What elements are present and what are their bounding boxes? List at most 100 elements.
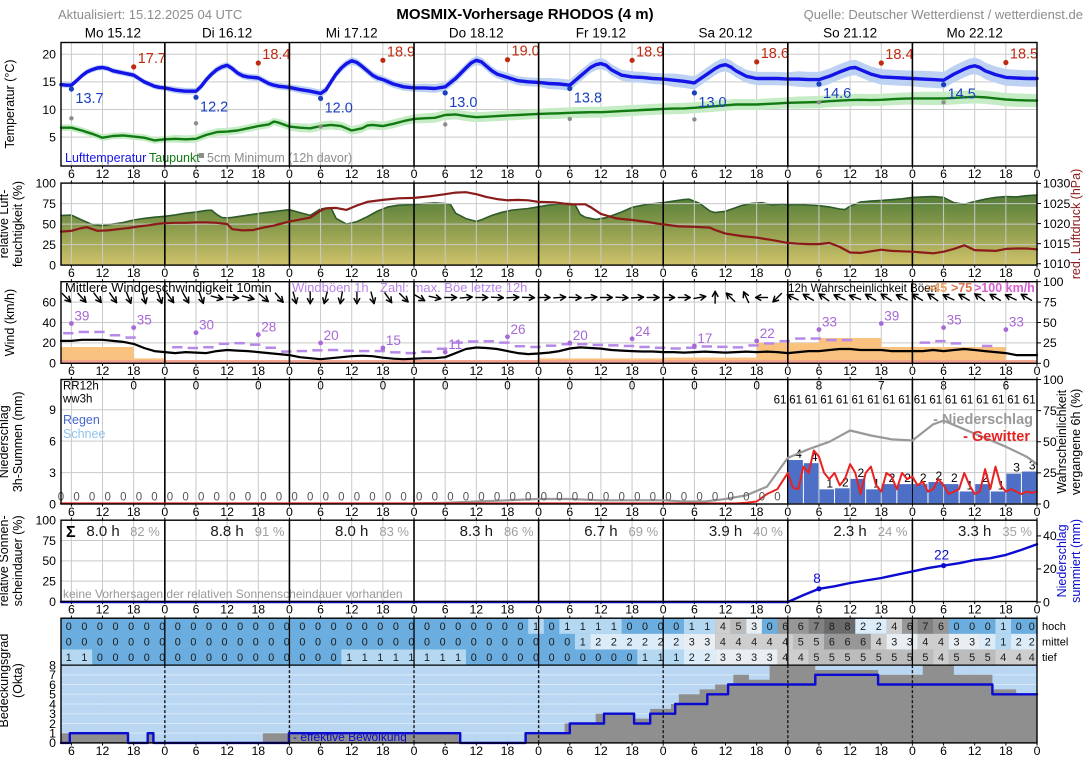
svg-text:8.3 h: 8.3 h xyxy=(460,523,493,540)
svg-text:3.3 h: 3.3 h xyxy=(958,523,991,540)
svg-text:0: 0 xyxy=(286,364,293,378)
svg-text:Sa 20.12: Sa 20.12 xyxy=(698,26,752,41)
svg-text:Schnee: Schnee xyxy=(63,427,105,441)
svg-text:0: 0 xyxy=(315,621,321,633)
svg-text:18: 18 xyxy=(999,266,1013,280)
svg-text:18: 18 xyxy=(376,744,390,758)
svg-text:2: 2 xyxy=(626,637,632,649)
svg-text:4: 4 xyxy=(782,652,788,664)
svg-text:0: 0 xyxy=(161,364,168,378)
svg-text:39: 39 xyxy=(884,309,899,324)
svg-text:0: 0 xyxy=(286,266,293,280)
svg-text:0: 0 xyxy=(81,637,87,649)
svg-text:6: 6 xyxy=(193,603,200,617)
svg-text:6: 6 xyxy=(940,167,947,181)
svg-text:>45: >45 xyxy=(926,281,947,295)
svg-text:13.0: 13.0 xyxy=(449,95,477,111)
svg-text:6: 6 xyxy=(68,266,75,280)
svg-text:0: 0 xyxy=(245,492,251,504)
svg-text:12: 12 xyxy=(220,603,234,617)
svg-text:18: 18 xyxy=(625,744,639,758)
svg-text:12: 12 xyxy=(345,167,359,181)
svg-text:0: 0 xyxy=(673,621,679,633)
svg-text:50: 50 xyxy=(42,554,56,568)
svg-text:0: 0 xyxy=(206,652,212,664)
svg-text:18.4: 18.4 xyxy=(262,47,290,63)
svg-text:0: 0 xyxy=(286,744,293,758)
svg-text:5: 5 xyxy=(985,652,991,664)
svg-text:8.8 h: 8.8 h xyxy=(210,523,243,540)
svg-text:3: 3 xyxy=(907,637,913,649)
svg-text:4: 4 xyxy=(782,637,788,649)
svg-text:0: 0 xyxy=(175,652,181,664)
svg-text:0: 0 xyxy=(442,381,448,393)
svg-text:0: 0 xyxy=(317,381,323,393)
svg-text:18.5: 18.5 xyxy=(1010,47,1038,63)
svg-text:0: 0 xyxy=(549,621,555,633)
svg-text:mittel: mittel xyxy=(1042,637,1068,649)
svg-text:1: 1 xyxy=(873,476,880,490)
svg-text:18: 18 xyxy=(501,266,515,280)
svg-text:0: 0 xyxy=(424,621,430,633)
svg-text:6: 6 xyxy=(798,621,804,633)
svg-text:18: 18 xyxy=(750,364,764,378)
svg-text:5: 5 xyxy=(922,652,928,664)
svg-text:18: 18 xyxy=(127,364,141,378)
svg-text:69 %: 69 % xyxy=(629,524,659,539)
svg-text:61: 61 xyxy=(1007,395,1020,407)
svg-text:0: 0 xyxy=(535,266,542,280)
svg-text:13.8: 13.8 xyxy=(574,91,602,107)
svg-text:2.3 h: 2.3 h xyxy=(833,523,866,540)
svg-text:6: 6 xyxy=(317,167,324,181)
svg-text:12: 12 xyxy=(968,266,982,280)
svg-text:0: 0 xyxy=(660,364,667,378)
svg-text:0: 0 xyxy=(549,652,555,664)
svg-text:18: 18 xyxy=(874,364,888,378)
svg-text:12: 12 xyxy=(719,167,733,181)
svg-text:6: 6 xyxy=(816,744,823,758)
svg-text:18: 18 xyxy=(625,505,639,519)
svg-text:30: 30 xyxy=(199,318,214,333)
svg-text:1: 1 xyxy=(49,727,56,741)
svg-text:0: 0 xyxy=(486,652,492,664)
svg-text:18: 18 xyxy=(501,744,515,758)
svg-text:75: 75 xyxy=(1043,404,1057,418)
svg-text:0: 0 xyxy=(681,492,687,504)
svg-text:0: 0 xyxy=(221,652,227,664)
svg-text:12: 12 xyxy=(719,744,733,758)
svg-text:0: 0 xyxy=(1043,357,1050,371)
svg-text:0: 0 xyxy=(660,266,667,280)
svg-text:0: 0 xyxy=(411,266,418,280)
svg-text:1: 1 xyxy=(658,652,664,664)
svg-text:0: 0 xyxy=(346,621,352,633)
svg-text:25: 25 xyxy=(42,575,56,589)
svg-text:0: 0 xyxy=(286,505,293,519)
svg-text:12: 12 xyxy=(968,505,982,519)
svg-text:4: 4 xyxy=(1000,652,1006,664)
svg-text:6: 6 xyxy=(816,364,823,378)
svg-text:33: 33 xyxy=(822,315,837,330)
svg-text:Bedeckungsgrad: Bedeckungsgrad xyxy=(0,634,11,728)
svg-text:0: 0 xyxy=(128,637,134,649)
svg-text:0: 0 xyxy=(237,637,243,649)
svg-text:1: 1 xyxy=(424,652,430,664)
svg-text:0: 0 xyxy=(362,621,368,633)
svg-text:1: 1 xyxy=(826,476,833,490)
svg-text:0: 0 xyxy=(286,167,293,181)
svg-text:0: 0 xyxy=(66,637,72,649)
svg-text:12: 12 xyxy=(843,603,857,617)
svg-text:5cm Minimum (12h davor): 5cm Minimum (12h davor) xyxy=(207,151,352,165)
svg-text:0: 0 xyxy=(331,652,337,664)
svg-text:3: 3 xyxy=(735,652,741,664)
svg-text:6: 6 xyxy=(691,603,698,617)
svg-text:1025: 1025 xyxy=(1043,197,1071,211)
svg-text:0: 0 xyxy=(144,621,150,633)
svg-text:6: 6 xyxy=(193,505,200,519)
svg-text:6: 6 xyxy=(691,744,698,758)
svg-text:61: 61 xyxy=(867,395,880,407)
svg-text:12: 12 xyxy=(469,505,483,519)
svg-text:4: 4 xyxy=(1029,652,1035,664)
svg-text:Windböen 1h: Windböen 1h xyxy=(292,280,369,295)
svg-text:0: 0 xyxy=(49,736,56,750)
svg-text:0: 0 xyxy=(175,637,181,649)
